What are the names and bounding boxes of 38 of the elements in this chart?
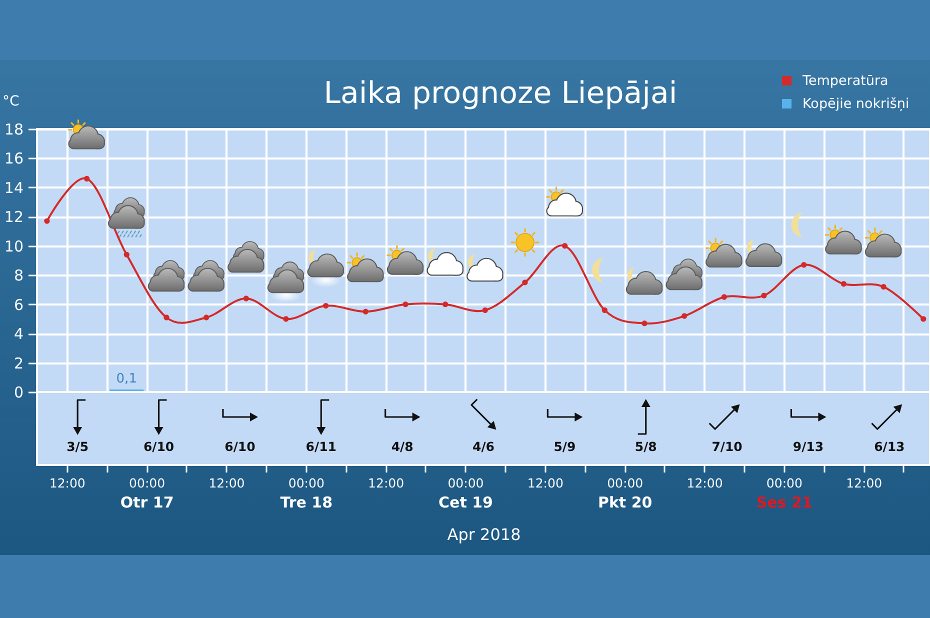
legend-label: Temperatūra (802, 72, 888, 89)
y-tick-label: 12 (4, 208, 24, 226)
y-tick-label: 14 (4, 178, 24, 197)
x-tick-label: 12:00 (368, 476, 404, 490)
y-tick-label: 2 (14, 354, 24, 372)
text: 9/13 (792, 439, 824, 454)
x-axis-title: Apr 2018 (447, 525, 521, 544)
y-tick-label: 4 (14, 325, 24, 344)
text: 6/13 (874, 439, 905, 454)
text: 6/10 (143, 439, 174, 454)
x-tick-label: 12:00 (49, 476, 86, 490)
x-tick-label: 12:00 (527, 476, 564, 490)
text: 4/6 (472, 439, 495, 454)
y-tick-label: 8 (14, 266, 24, 285)
x-tick-label: 12:00 (846, 476, 882, 490)
y-tick-label: 0 (14, 384, 24, 402)
x-tick-label: 12:00 (686, 476, 723, 490)
x-tick-label: 00:00 Tre 18 (280, 476, 333, 512)
text: 6/11 (306, 439, 336, 454)
y-tick-label: 10 (4, 237, 24, 256)
text: 7/10 (712, 439, 743, 454)
legend-label: Kopējie nokrišņi (802, 96, 910, 112)
x-tick-label: 00:00 Ses 21 (756, 476, 812, 512)
y-tick-label: 18 (4, 120, 24, 138)
text: 6/10 (224, 439, 256, 454)
chart-title: Laika prognoze Liepājai (324, 76, 678, 111)
text: 5/8 (634, 439, 657, 454)
x-tick-label: 00:00 Otr 17 (120, 476, 174, 512)
text: 4/8 (391, 439, 414, 454)
y-tick-label: 6 (14, 296, 24, 314)
data-label: 0,1 (116, 372, 137, 387)
text: 5/9 (554, 439, 576, 454)
x-tick-label: 00:00 Cet 19 (438, 476, 493, 512)
y-tick-label: 16 (4, 150, 24, 168)
text: 3/5 (66, 439, 89, 454)
x-tick-label: 00:00 Pkt 20 (598, 476, 652, 512)
x-tick-label: 12:00 (208, 476, 245, 490)
y-axis-title: °C (2, 94, 20, 110)
